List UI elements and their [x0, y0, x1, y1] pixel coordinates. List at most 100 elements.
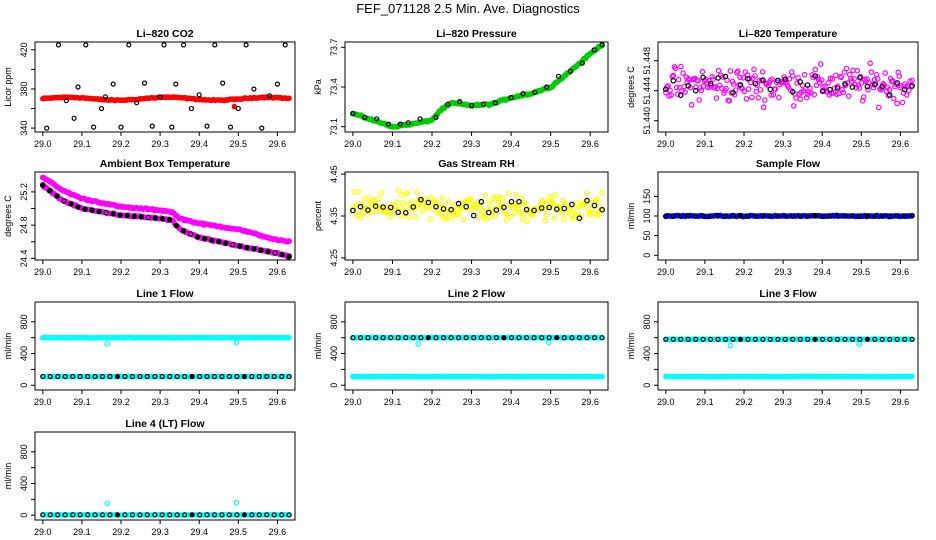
data-point [599, 373, 605, 380]
data-point [365, 207, 371, 213]
data-point [540, 198, 547, 205]
data-point [749, 94, 755, 101]
y-tick-label: 400 [19, 476, 29, 491]
data-point [448, 206, 454, 213]
data-point [350, 110, 356, 117]
data-point [241, 373, 247, 380]
data-point [256, 512, 262, 518]
data-point [872, 336, 878, 342]
data-point [680, 70, 686, 76]
y-tick-label: 800 [19, 314, 29, 329]
data-point [797, 96, 804, 103]
data-point [755, 95, 762, 101]
series-sample-line [39, 334, 292, 347]
data-point [83, 42, 89, 48]
x-tick-label: 29.1 [696, 397, 714, 407]
data-point [854, 67, 861, 74]
data-point [63, 98, 69, 104]
x-tick-label: 29.2 [112, 527, 130, 537]
y-axis-label: kPa [313, 79, 323, 95]
data-point [249, 512, 255, 518]
x-tick-label: 29.5 [230, 267, 248, 277]
data-point [797, 336, 803, 342]
y-tick-label: 51.444 [642, 77, 652, 105]
data-point [425, 199, 432, 206]
data-point [815, 76, 822, 83]
y-tick-label: 0 [329, 383, 339, 388]
data-point [685, 213, 691, 219]
data-point [591, 200, 598, 207]
chart-line3: Line 3 Flow 29.0 29.1 29.2 29.3 29.4 29.5 29.6 0… [626, 288, 919, 407]
chart-box_temp: Ambient Box Temperature 29.0 29.1 29.2 29.3 2… [3, 158, 296, 277]
data-point [373, 335, 379, 341]
data-point [673, 84, 680, 91]
data-point [272, 250, 278, 256]
data-point [131, 213, 138, 220]
data-point [745, 336, 751, 342]
data-point [169, 124, 175, 130]
data-point [463, 335, 469, 341]
data-point [715, 67, 722, 74]
data-point [842, 213, 848, 219]
series-2-5-min-average [350, 196, 605, 222]
data-point [104, 341, 111, 347]
plot-frame [657, 301, 919, 391]
data-point [812, 213, 818, 219]
data-point [455, 211, 462, 218]
data-point [219, 512, 225, 518]
series-5-s-data [350, 42, 605, 130]
x-tick-label: 29.1 [384, 397, 402, 407]
x-tick-label: 29.2 [423, 397, 441, 407]
data-point [730, 81, 737, 87]
data-point [145, 214, 152, 221]
data-point [365, 335, 371, 341]
data-point [759, 69, 766, 75]
data-point [670, 72, 677, 79]
y-tick-label: 0 [19, 513, 29, 518]
data-point [890, 95, 897, 102]
x-tick-label: 29.4 [502, 397, 520, 407]
data-point [397, 121, 403, 127]
data-point [576, 215, 583, 222]
data-point [567, 68, 574, 74]
data-point [553, 206, 560, 213]
data-point [795, 75, 801, 81]
data-point [211, 373, 218, 380]
y-tick-label: 100 [642, 208, 652, 223]
x-tick-label: 29.4 [502, 139, 520, 149]
data-point [89, 207, 95, 214]
data-point [546, 204, 553, 211]
data-point [696, 97, 703, 103]
data-point [857, 336, 863, 342]
data-point [75, 204, 81, 210]
data-point [752, 73, 758, 79]
data-point [388, 213, 394, 220]
data-point [376, 196, 382, 202]
data-point [682, 89, 689, 95]
data-point [819, 213, 826, 219]
x-tick-label: 29.5 [230, 397, 248, 407]
chart-title: Li–820 Pressure [436, 28, 517, 40]
data-point [741, 88, 748, 95]
data-point [875, 104, 882, 111]
data-point [84, 512, 91, 518]
data-point [886, 86, 893, 93]
data-point [857, 74, 863, 81]
data-point [201, 235, 208, 242]
data-point [599, 206, 605, 213]
chart-title: Line 1 Flow [136, 288, 194, 300]
y-tick-label: 340 [19, 121, 29, 136]
data-point [235, 105, 241, 112]
data-point [737, 336, 744, 342]
data-point [879, 213, 885, 219]
data-point [545, 339, 552, 346]
y-tick-label: 400 [642, 346, 652, 361]
data-point [756, 77, 763, 84]
x-tick-label: 29.3 [774, 397, 792, 407]
chart-title: Line 4 (LT) Flow [125, 418, 205, 430]
x-tick-label: 29.2 [735, 397, 753, 407]
data-point [710, 76, 716, 83]
data-point [410, 204, 417, 210]
data-point [663, 213, 669, 219]
